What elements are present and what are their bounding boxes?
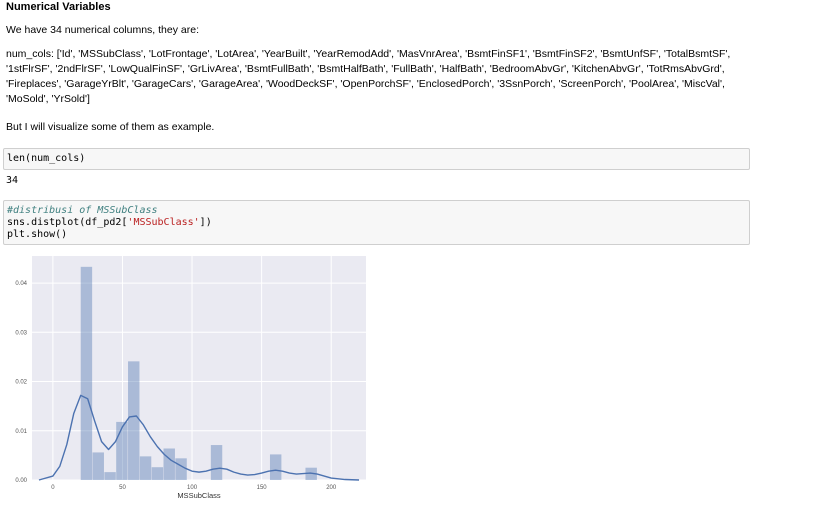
num-cols-list: num_cols: ['Id', 'MSSubClass', 'LotFront… (6, 48, 731, 105)
tick-labels: 0 50 100 150 200 0.00 0.01 0.02 0.03 0.04 (15, 281, 337, 491)
x-tick-label: 150 (257, 485, 268, 491)
histogram-bar (92, 452, 104, 480)
histogram-bar (175, 458, 187, 480)
histogram-bar (128, 361, 140, 480)
y-tick-label: 0.00 (15, 478, 27, 484)
x-tick-label: 100 (187, 485, 198, 491)
x-tick-label: 0 (51, 485, 55, 491)
x-axis-label: MSSubClass (177, 491, 221, 500)
x-tick-label: 50 (119, 485, 126, 491)
markdown-intro: We have 34 numerical columns, they are: (6, 24, 199, 36)
y-tick-label: 0.04 (15, 281, 27, 287)
histogram-bar (151, 467, 164, 480)
code-cell-distplot[interactable]: #distribusi of MSSubClass sns.distplot(d… (3, 200, 750, 245)
code-line: len(num_cols) (7, 153, 86, 164)
histogram-bar (163, 448, 175, 480)
code-line: plt.show() (7, 229, 68, 240)
code-line: ]) (199, 217, 212, 228)
plot-background (32, 256, 366, 480)
y-tick-label: 0.02 (15, 380, 27, 386)
distplot-chart: 0 50 100 150 200 0.00 0.01 0.02 0.03 0.04 MSSubCl… (15, 256, 366, 500)
histogram-bar (139, 456, 152, 480)
x-tick-label: 200 (326, 485, 337, 491)
histogram-bar (80, 266, 93, 480)
histogram-bars (80, 266, 317, 480)
histogram-bar (210, 445, 223, 480)
code-string: 'MSSubClass' (127, 217, 200, 228)
kde-line (38, 394, 360, 481)
code-comment: #distribusi of MSSubClass (7, 205, 158, 216)
histogram-bar (269, 454, 282, 480)
y-tick-label: 0.03 (15, 330, 27, 336)
code-line: sns.distplot(df_pd2[ (7, 217, 128, 228)
grid-lines (32, 256, 366, 481)
markdown-heading: Numerical Variables (6, 1, 111, 13)
cell-output: 34 (6, 175, 19, 186)
code-cell-len[interactable]: len(num_cols) (3, 148, 750, 170)
markdown-note: But I will visualize some of them as exa… (6, 121, 215, 133)
distplot-output: 0 50 100 150 200 0.00 0.01 0.02 0.03 0.04 MSSubCl… (0, 252, 372, 510)
histogram-bar (116, 421, 128, 480)
y-tick-label: 0.01 (15, 429, 27, 435)
histogram-bar (104, 472, 116, 480)
